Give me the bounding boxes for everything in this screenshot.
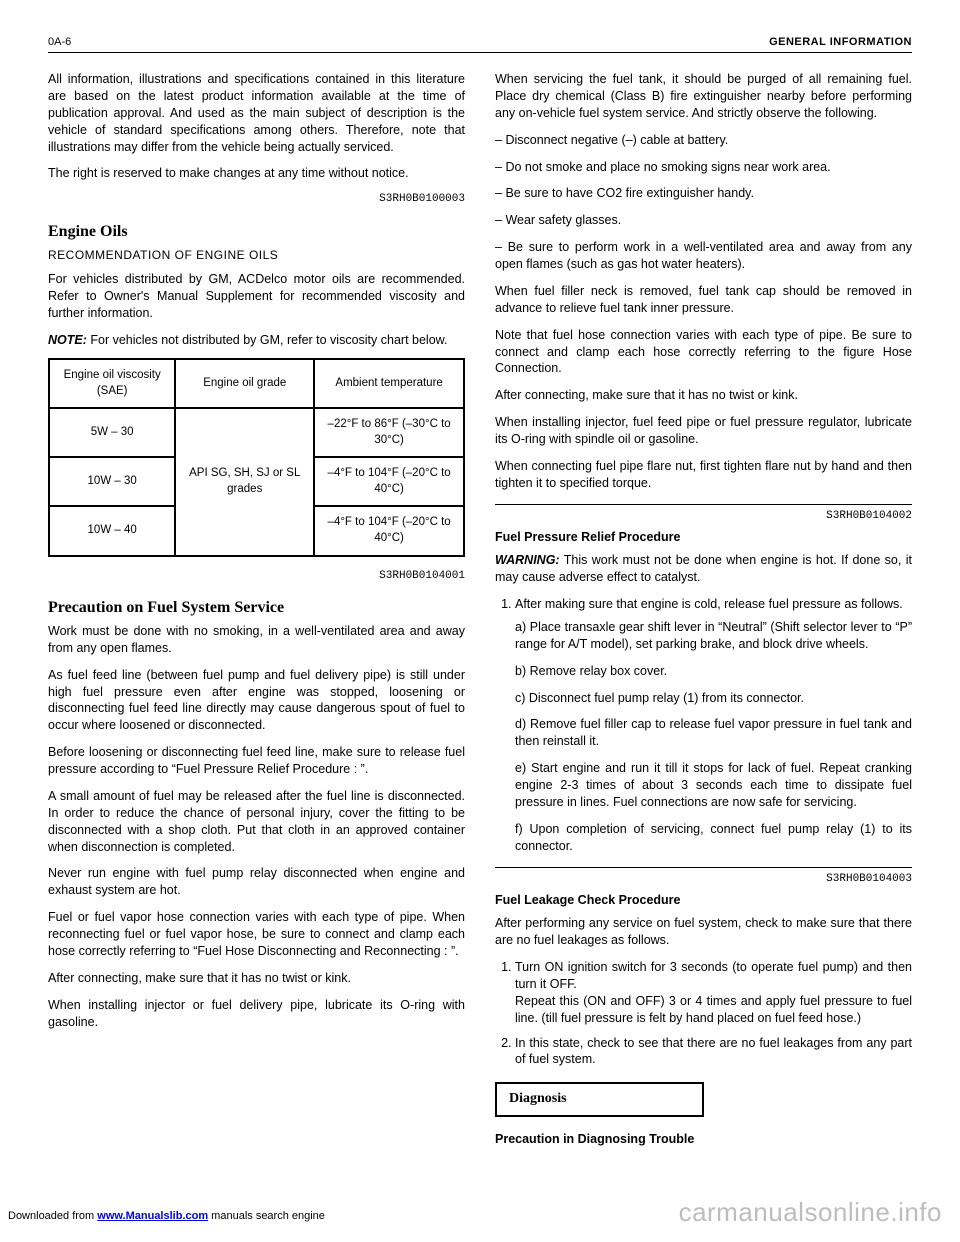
table-cell: API SG, SH, SJ or SL grades [175,408,314,555]
oil-recommendation-para: For vehicles distributed by GM, ACDelco … [48,271,465,322]
warning-label: WARNING: [495,553,560,567]
warning: WARNING: This work must not be done when… [495,552,912,586]
fuel-para-5: Never run engine with fuel pump relay di… [48,865,465,899]
right-column: When servicing the fuel tank, it should … [495,71,912,1154]
oil-note: NOTE: For vehicles not distributed by GM… [48,332,465,349]
fuel-para-7b: When installing injector or fuel deliver… [48,997,465,1031]
bullet-3: – Be sure to have CO2 fire extinguisher … [495,185,912,202]
viscosity-table: Engine oil viscosity (SAE) Engine oil gr… [48,358,465,556]
two-column-layout: All information, illustrations and speci… [48,71,912,1154]
table-row: 5W – 30 API SG, SH, SJ or SL grades –22°… [49,408,464,457]
code-2: S3RH0B0104001 [48,569,465,584]
code-1: S3RH0B0100003 [48,192,465,207]
table-cell: Engine oil grade [175,359,314,408]
leak-step-1: Turn ON ignition switch for 3 seconds (t… [515,959,912,1027]
table-cell: –22°F to 86°F (–30°C to 30°C) [314,408,464,457]
fuel-para-1: Work must be done with no smoking, in a … [48,623,465,657]
page-header: 0A-6 GENERAL INFORMATION [48,36,912,48]
substep-e: e) Start engine and run it till it stops… [515,760,912,811]
left-column: All information, illustrations and speci… [48,71,465,1154]
table-cell: –4°F to 104°F (–20°C to 40°C) [314,457,464,506]
footer-prefix: Downloaded from [8,1210,97,1222]
footer-link[interactable]: www.Manualslib.com [97,1210,208,1222]
bullet-5: – Be sure to perform work in a well-vent… [495,239,912,273]
watermark: carmanualsonline.info [679,1197,942,1228]
table-cell: Ambient temperature [314,359,464,408]
divider-1 [495,504,912,505]
right-para-2a: When fuel filler neck is removed, fuel t… [495,283,912,317]
fuel-para-6: Fuel or fuel vapor hose connection varie… [48,909,465,960]
leakage-steps: Turn ON ignition switch for 3 seconds (t… [495,959,912,1068]
table-cell: 5W – 30 [49,408,175,457]
code-4: S3RH0B0104003 [495,872,912,887]
fuel-leakage-heading: Fuel Leakage Check Procedure [495,892,912,909]
engine-oils-subheading: RECOMMENDATION OF ENGINE OILS [48,247,465,263]
page-number: 0A-6 [48,36,71,48]
table-cell: Engine oil viscosity (SAE) [49,359,175,408]
fuel-para-4: A small amount of fuel may be released a… [48,788,465,856]
divider-2 [495,867,912,868]
intro-paragraph-2: The right is reserved to make changes at… [48,165,465,182]
note-body: For vehicles not distributed by GM, refe… [90,333,447,347]
intro-paragraph-1: All information, illustrations and speci… [48,71,465,155]
leakage-intro: After performing any service on fuel sys… [495,915,912,949]
right-para-1: When servicing the fuel tank, it should … [495,71,912,122]
diagnosis-cell: Diagnosis [496,1083,703,1116]
engine-oils-heading: Engine Oils [48,221,465,243]
right-para-2c: After connecting, make sure that it has … [495,387,912,404]
steps-list: After making sure that engine is cold, r… [495,596,912,855]
section-title-header: GENERAL INFORMATION [769,36,912,48]
footer-download: Downloaded from www.Manualslib.com manua… [8,1210,325,1222]
note-label: NOTE: [48,333,87,347]
fuel-para-7a: After connecting, make sure that it has … [48,970,465,987]
bullet-4: – Wear safety glasses. [495,212,912,229]
fuel-para-2: As fuel feed line (between fuel pump and… [48,667,465,735]
bullet-1: – Disconnect negative (–) cable at batte… [495,132,912,149]
right-para-2b: Note that fuel hose connection varies wi… [495,327,912,378]
table-cell: 10W – 40 [49,506,175,555]
leak-step-2: In this state, check to see that there a… [515,1035,912,1069]
fuel-para-3: Before loosening or disconnecting fuel f… [48,744,465,778]
right-para-2d: When installing injector, fuel feed pipe… [495,414,912,448]
diagnosis-cell-table: Diagnosis [495,1082,704,1117]
substep-a: a) Place transaxle gear shift lever in “… [515,619,912,653]
table-cell: 10W – 30 [49,457,175,506]
header-rule [48,52,912,53]
fuel-pressure-relief-heading: Fuel Pressure Relief Procedure [495,529,912,546]
footer-suffix: manuals search engine [208,1210,325,1222]
bullet-2: – Do not smoke and place no smoking sign… [495,159,912,176]
diagnosis-heading: Precaution in Diagnosing Trouble [495,1131,912,1148]
substep-d: d) Remove fuel filler cap to release fue… [515,716,912,750]
substep-f: f) Upon completion of servicing, connect… [515,821,912,855]
table-cell: –4°F to 104°F (–20°C to 40°C) [314,506,464,555]
fuel-precaution-heading: Precaution on Fuel System Service [48,597,465,619]
page-root: 0A-6 GENERAL INFORMATION All information… [0,0,960,1154]
right-para-2e: When connecting fuel pipe flare nut, fir… [495,458,912,492]
substep-b: b) Remove relay box cover. [515,663,912,680]
step-1: After making sure that engine is cold, r… [515,596,912,855]
table-row: Engine oil viscosity (SAE) Engine oil gr… [49,359,464,408]
code-3: S3RH0B0104002 [495,509,912,524]
substep-c: c) Disconnect fuel pump relay (1) from i… [515,690,912,707]
